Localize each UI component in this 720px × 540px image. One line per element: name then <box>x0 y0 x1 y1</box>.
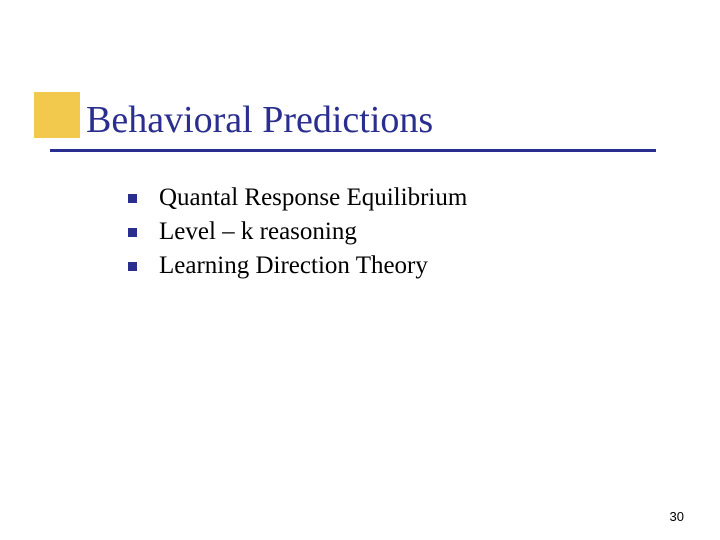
square-bullet-icon <box>128 262 137 271</box>
list-item: Quantal Response Equilibrium <box>128 184 467 212</box>
page-number: 30 <box>670 509 684 524</box>
bullet-text: Learning Direction Theory <box>159 252 428 280</box>
bullet-text: Level – k reasoning <box>159 218 357 246</box>
list-item: Learning Direction Theory <box>128 252 467 280</box>
square-bullet-icon <box>128 228 137 237</box>
square-bullet-icon <box>128 194 137 203</box>
slide-title: Behavioral Predictions <box>86 98 433 142</box>
title-underline <box>50 149 656 152</box>
bullet-text: Quantal Response Equilibrium <box>159 184 467 212</box>
bullet-list: Quantal Response Equilibrium Level – k r… <box>128 184 467 286</box>
list-item: Level – k reasoning <box>128 218 467 246</box>
accent-block <box>34 92 80 138</box>
